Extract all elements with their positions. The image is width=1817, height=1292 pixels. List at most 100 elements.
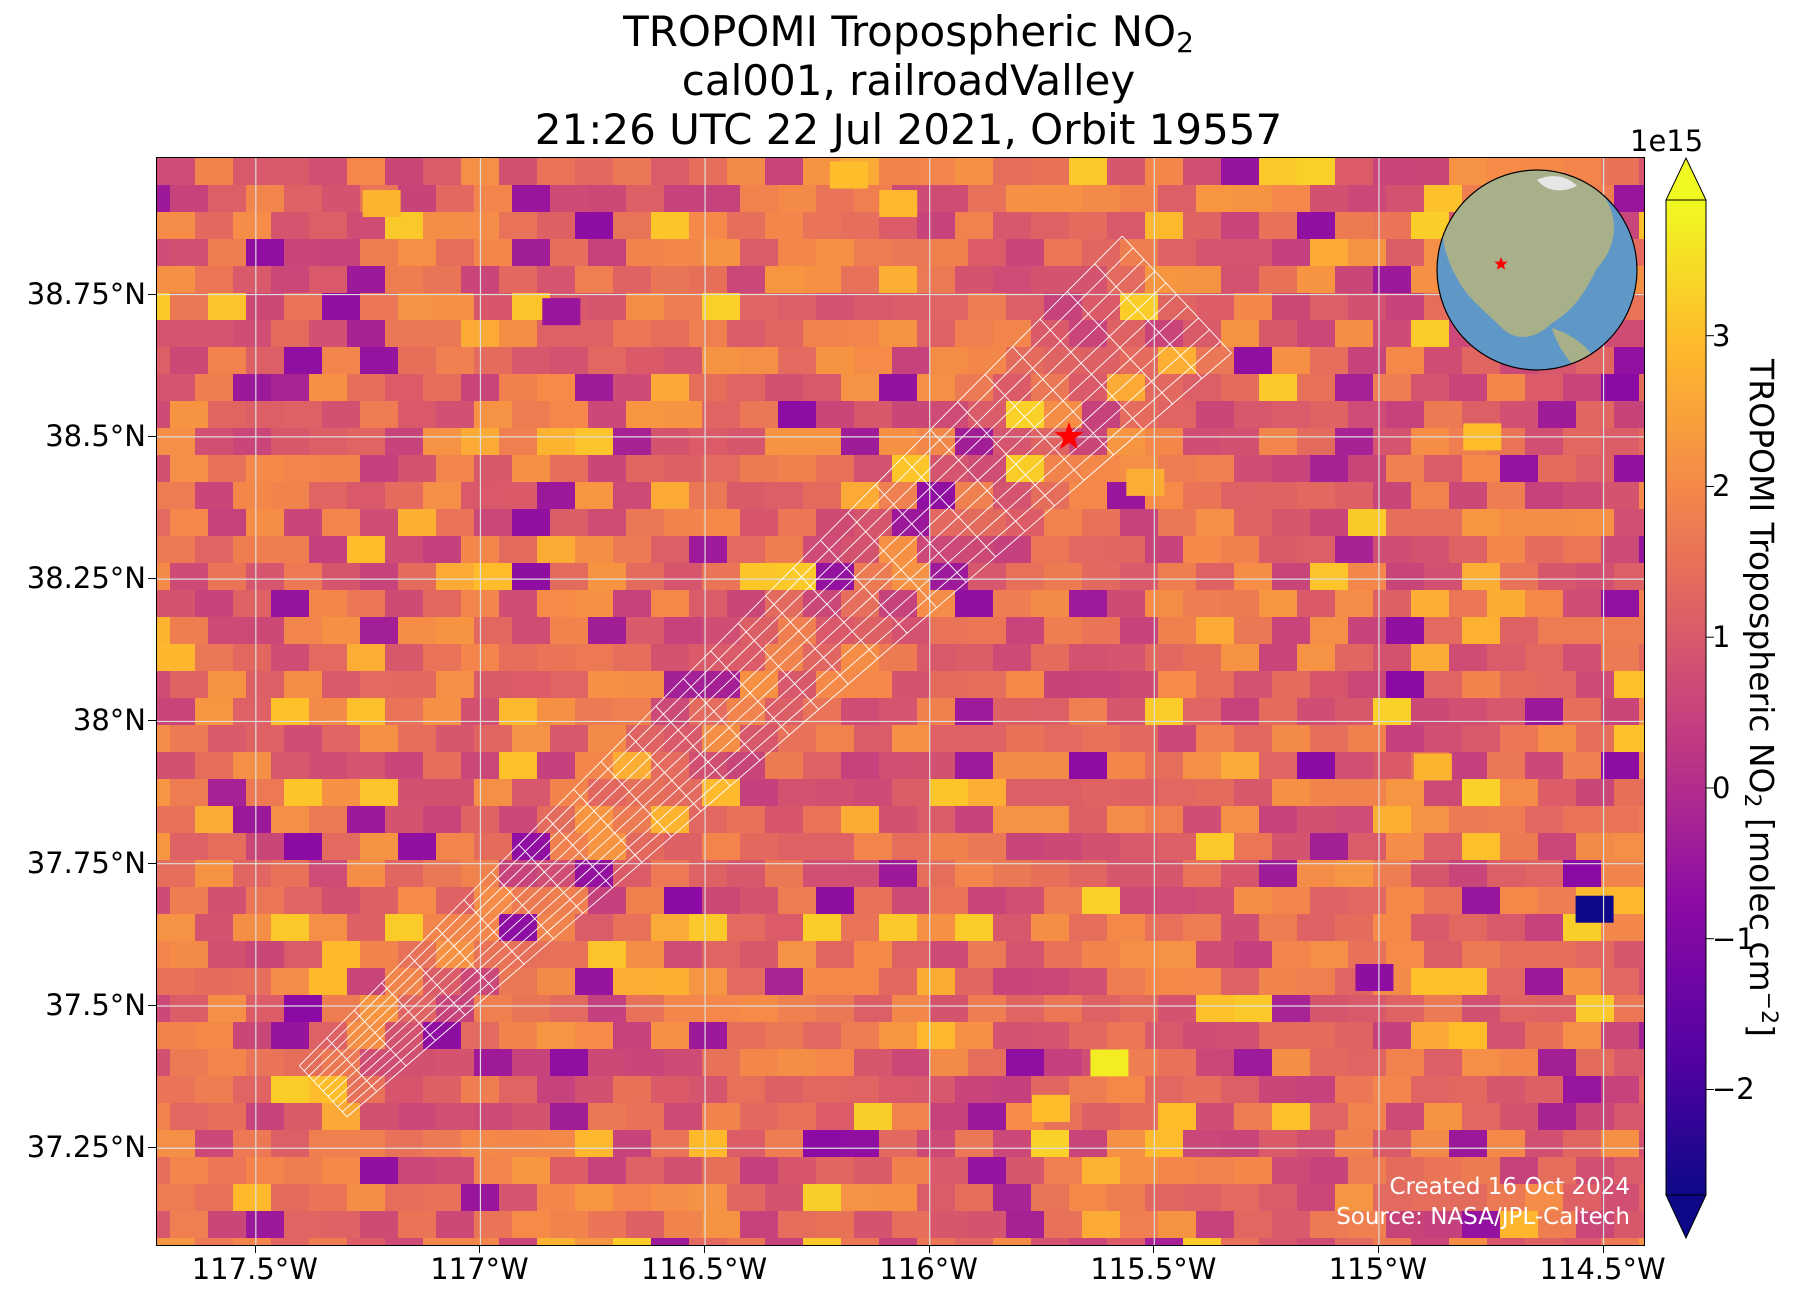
no2-cell [1335, 428, 1374, 456]
colorbar-tick-label: 0 [1712, 770, 1731, 805]
no2-cell [841, 914, 880, 942]
no2-cell [1411, 482, 1450, 510]
no2-cell [702, 455, 741, 483]
no2-cell [778, 833, 817, 861]
no2-cell [347, 806, 386, 834]
no2-cell [1259, 752, 1298, 780]
no2-cell [1563, 806, 1602, 834]
no2-cell [512, 1049, 551, 1077]
no2-cell [1500, 509, 1539, 537]
no2-cell [917, 1076, 956, 1104]
no2-cell [1335, 914, 1374, 942]
no2-cell [930, 185, 969, 213]
no2-cell [1538, 1157, 1577, 1185]
no2-cell [1259, 590, 1298, 618]
no2-cell [689, 1184, 728, 1212]
no2-cell [1031, 1238, 1070, 1245]
no2-cell [955, 968, 994, 996]
no2-cell [575, 1238, 614, 1245]
no2-cell [1538, 1049, 1577, 1077]
no2-cell [575, 482, 614, 510]
no2-cell [423, 1076, 462, 1104]
no2-cell [841, 1076, 880, 1104]
no2-cell [474, 887, 513, 915]
no2-cell [1082, 563, 1121, 591]
swath-lane [327, 305, 1189, 1097]
no2-cell [1348, 347, 1387, 375]
no2-cell [347, 374, 386, 402]
no2-cell [816, 347, 855, 375]
colorbar-tick-label: 3 [1712, 318, 1731, 353]
no2-cell [195, 806, 234, 834]
no2-cell [512, 185, 551, 213]
no2-cell [1487, 644, 1526, 672]
no2-cell [1006, 833, 1045, 861]
no2-cell [1310, 563, 1349, 591]
no2-cell [702, 617, 741, 645]
no2-cell [765, 536, 804, 564]
no2-cell [1639, 860, 1644, 888]
chart-title-line-2: cal001, railroadValley [681, 56, 1136, 105]
no2-cell [1145, 1076, 1184, 1104]
no2-cell [727, 320, 766, 348]
no2-cell [474, 1049, 513, 1077]
no2-cell [993, 1076, 1032, 1104]
no2-cell [1297, 212, 1336, 240]
no2-cell [157, 860, 196, 888]
no2-cell [284, 563, 323, 591]
no2-cell [968, 725, 1007, 753]
no2-cell [778, 941, 817, 969]
no2-cell [917, 374, 956, 402]
no2-cell [347, 590, 386, 618]
no2-cell [1183, 1076, 1222, 1104]
no2-cell [1525, 590, 1564, 618]
no2-cell [1639, 320, 1644, 348]
no2-cell [575, 428, 614, 456]
no2-cell [347, 428, 386, 456]
no2-cell [702, 833, 741, 861]
no2-cell [1006, 1049, 1045, 1077]
no2-cell [917, 860, 956, 888]
no2-cell [1234, 1211, 1273, 1239]
no2-cell [208, 1103, 247, 1131]
no2-cell [1069, 158, 1108, 186]
no2-cell [1424, 671, 1463, 699]
lat-tick-label: 37.5°N [45, 987, 146, 1022]
no2-cell [1120, 833, 1159, 861]
no2-cell [322, 563, 361, 591]
no2-cell [208, 887, 247, 915]
no2-cell [1310, 185, 1349, 213]
no2-cell [512, 725, 551, 753]
no2-cell [778, 455, 817, 483]
no2-cell [1310, 1211, 1349, 1239]
no2-cell [309, 806, 348, 834]
no2-cell [816, 887, 855, 915]
no2-cell [157, 212, 196, 240]
no2-cell [740, 887, 779, 915]
no2-cell [1310, 401, 1349, 429]
no2-cell [575, 1184, 614, 1212]
no2-cell [1525, 968, 1564, 996]
no2-cell [803, 752, 842, 780]
no2-cell [727, 590, 766, 618]
no2-cell [765, 482, 804, 510]
no2-cell [246, 509, 285, 537]
no2-cell [1310, 1103, 1349, 1131]
lon-tick-mark [928, 1245, 930, 1253]
swath-lane [322, 294, 1178, 1092]
no2-cell [246, 293, 285, 321]
no2-cell [550, 995, 589, 1023]
no2-cell [1006, 671, 1045, 699]
no2-cell [499, 320, 538, 348]
no2-cell [1031, 752, 1070, 780]
no2-cell [727, 158, 766, 186]
no2-cell [347, 968, 386, 996]
no2-cell [208, 995, 247, 1023]
no2-cell [322, 1103, 361, 1131]
no2-cell [968, 347, 1007, 375]
no2-cell [436, 995, 475, 1023]
no2-cell [360, 779, 399, 807]
no2-cell [1639, 374, 1644, 402]
no2-cell [651, 482, 690, 510]
no2-cell [993, 590, 1032, 618]
